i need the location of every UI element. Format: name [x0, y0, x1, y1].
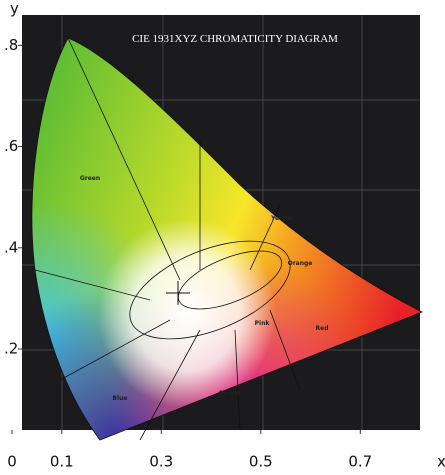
- chart: CIE 1931XYZ CHROMATICITY DIAGRAM y x Gre…: [0, 0, 445, 475]
- x-tick-label: 0.1: [50, 453, 74, 471]
- region-label: Yellow: [270, 215, 293, 222]
- region-label: Red: [316, 325, 329, 332]
- region-label: Pink: [255, 320, 271, 327]
- y-tick-label: .2: [4, 340, 18, 358]
- x-tick-label: 0.3: [149, 453, 173, 471]
- y-axis-label: y: [10, 0, 19, 18]
- y-tick-label: .6: [4, 137, 18, 155]
- chart-title: CIE 1931XYZ CHROMATICITY DIAGRAM: [132, 33, 338, 45]
- region-label: Green: [80, 175, 100, 182]
- y-tick-label: .4: [4, 238, 18, 256]
- x-tick-label: 0: [7, 453, 17, 471]
- x-tick-label: 0.5: [249, 453, 273, 471]
- region-label: Orange: [288, 260, 313, 267]
- region-label: Blue: [113, 395, 128, 402]
- y-tick-label: .8: [4, 36, 18, 54]
- x-axis-label: x: [437, 453, 445, 471]
- x-tick-label: 0.7: [348, 453, 372, 471]
- region-label: Purple: [219, 390, 241, 397]
